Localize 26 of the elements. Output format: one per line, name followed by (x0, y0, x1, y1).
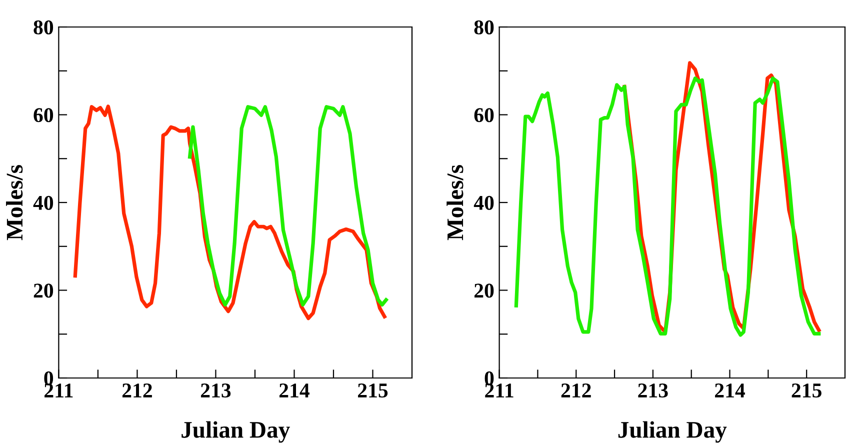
y-tick-label: 40 (474, 196, 494, 210)
y-tick-label: 80 (474, 20, 494, 34)
x-axis-title: Julian Day (182, 421, 290, 443)
x-tick-label: 212 (122, 384, 152, 398)
y-tick-label: 60 (474, 108, 494, 122)
x-tick-label: 213 (638, 384, 668, 398)
x-tick-label: 212 (561, 384, 591, 398)
y-axis-title: Moles/s (6, 165, 23, 240)
line-series (188, 105, 388, 307)
y-tick-label: 20 (474, 284, 494, 298)
y-tick-label: 60 (34, 108, 54, 122)
x-tick-label: 214 (715, 384, 746, 398)
y-tick-label: 0 (484, 371, 494, 386)
x-tick-label: 213 (200, 384, 231, 398)
x-tick-label: 211 (44, 384, 73, 398)
x-axis-title: Julian Day (618, 421, 727, 443)
y-tick-label: 0 (44, 371, 54, 386)
line-series (514, 76, 821, 337)
x-tick-label: 215 (358, 384, 388, 398)
y-axis-title: Moles/s (446, 165, 464, 240)
x-tick-label: 214 (279, 384, 310, 398)
y-tick-label: 40 (33, 196, 54, 210)
y-tick-label: 20 (34, 284, 54, 298)
x-tick-label: 215 (792, 384, 822, 398)
x-tick-label: 211 (485, 384, 514, 398)
y-tick-label: 80 (34, 20, 54, 34)
